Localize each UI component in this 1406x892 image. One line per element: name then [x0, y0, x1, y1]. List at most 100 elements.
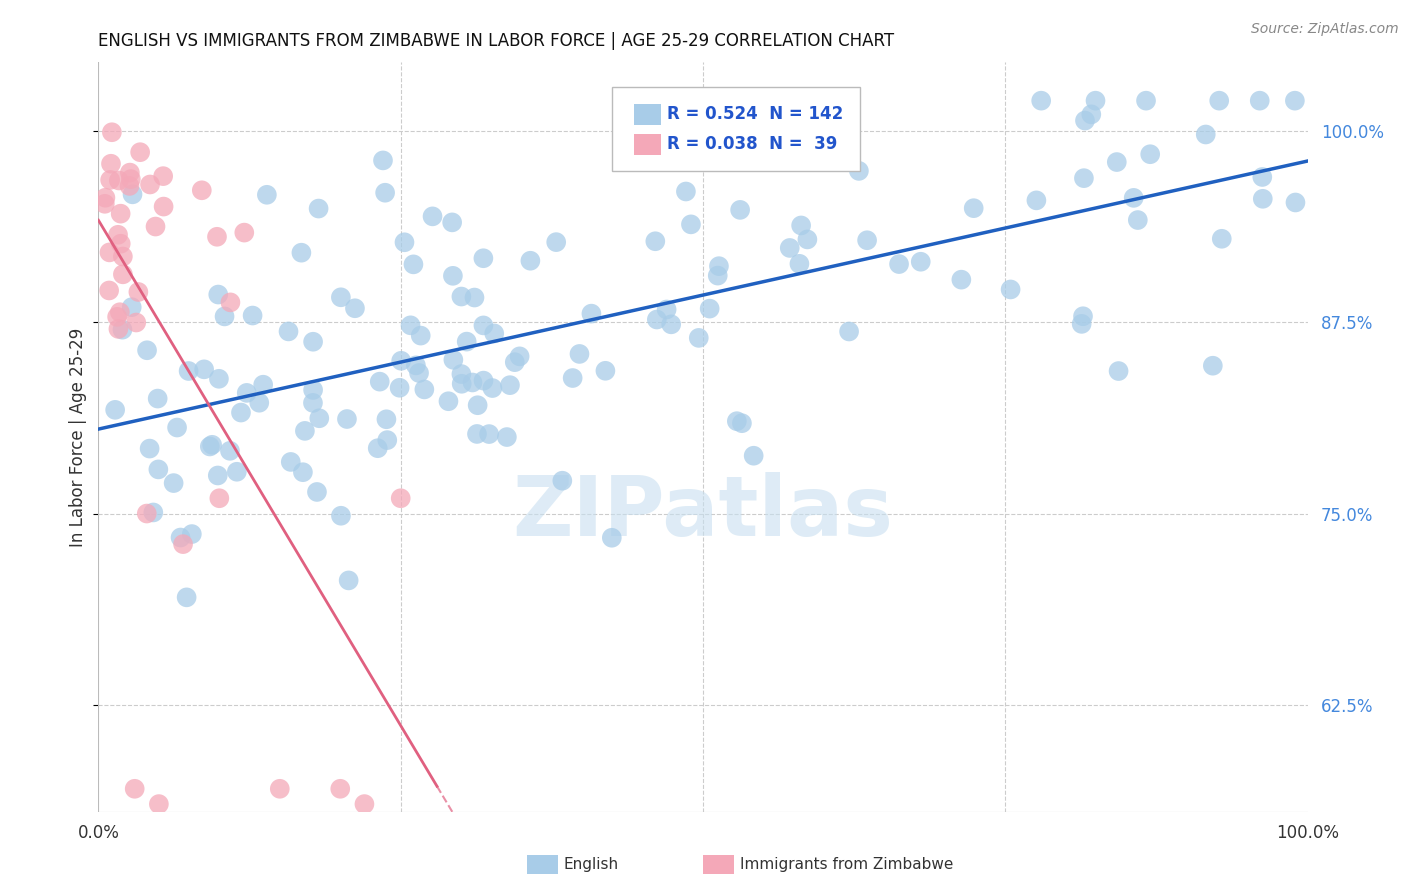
Point — [1195, 128, 1218, 142]
Point — [450, 289, 472, 303]
Point — [269, 781, 291, 796]
Point — [1284, 94, 1306, 108]
Text: R = 0.038  N =  39: R = 0.038 N = 39 — [666, 135, 837, 153]
Point — [330, 508, 353, 523]
Point — [225, 465, 247, 479]
Y-axis label: In Labor Force | Age 25-29: In Labor Force | Age 25-29 — [69, 327, 87, 547]
Point — [1284, 195, 1306, 210]
Point — [252, 377, 274, 392]
Point — [838, 325, 860, 339]
Point — [118, 165, 141, 179]
Point — [111, 323, 134, 337]
Text: Source: ZipAtlas.com: Source: ZipAtlas.com — [1251, 22, 1399, 37]
Point — [336, 412, 359, 426]
Point — [138, 442, 160, 456]
Point — [198, 440, 221, 454]
Point — [568, 347, 591, 361]
Point — [105, 310, 128, 324]
Point — [465, 426, 488, 441]
Point — [193, 362, 215, 376]
Point — [731, 416, 754, 430]
Point — [294, 424, 316, 438]
Point — [308, 202, 330, 216]
Point — [375, 433, 398, 447]
Point — [371, 153, 394, 168]
Text: Immigrants from Zimbabwe: Immigrants from Zimbabwe — [740, 857, 953, 871]
Point — [177, 364, 200, 378]
Point — [98, 284, 121, 298]
Point — [305, 485, 328, 500]
Point — [127, 285, 149, 299]
Point — [1070, 317, 1092, 331]
Point — [375, 412, 398, 426]
Point — [699, 301, 721, 316]
Point — [1251, 169, 1274, 184]
Point — [205, 229, 228, 244]
Point — [247, 395, 270, 409]
Point — [472, 318, 495, 333]
Point — [790, 219, 813, 233]
Point — [152, 169, 174, 183]
Point — [441, 268, 464, 283]
Point — [546, 235, 568, 249]
Point — [408, 366, 430, 380]
Point — [963, 201, 986, 215]
Point — [388, 381, 411, 395]
Point — [180, 527, 202, 541]
Point — [437, 394, 460, 409]
Point — [235, 385, 257, 400]
Point — [581, 307, 603, 321]
Point — [302, 334, 325, 349]
Point — [1249, 94, 1271, 108]
Point — [1084, 94, 1107, 108]
Point — [679, 94, 702, 108]
Point — [111, 250, 134, 264]
Point — [499, 378, 522, 392]
Point — [343, 301, 366, 316]
Point — [290, 245, 312, 260]
Point — [110, 207, 132, 221]
Point — [136, 343, 159, 358]
Point — [1211, 232, 1233, 246]
Point — [1105, 155, 1128, 169]
Point — [389, 491, 412, 506]
Point — [104, 402, 127, 417]
Point — [107, 322, 129, 336]
Text: ENGLISH VS IMMIGRANTS FROM ZIMBABWE IN LABOR FORCE | AGE 25-29 CORRELATION CHART: ENGLISH VS IMMIGRANTS FROM ZIMBABWE IN L… — [98, 32, 894, 50]
Point — [728, 202, 751, 217]
Point — [484, 326, 506, 341]
Point — [94, 191, 117, 205]
Point — [166, 420, 188, 434]
Point — [201, 438, 224, 452]
Point — [337, 574, 360, 588]
Point — [456, 334, 478, 349]
Point — [561, 371, 583, 385]
Point — [207, 468, 229, 483]
Point — [450, 367, 472, 381]
Point — [98, 245, 121, 260]
Point — [242, 309, 264, 323]
Point — [1074, 113, 1097, 128]
Point — [101, 125, 124, 139]
Point — [1208, 94, 1230, 108]
Point — [108, 173, 131, 187]
Point — [1139, 147, 1161, 161]
Point — [208, 491, 231, 506]
Point — [142, 505, 165, 519]
Point — [125, 316, 148, 330]
Point — [644, 234, 666, 248]
Point — [856, 233, 879, 247]
Point — [308, 411, 330, 425]
Point — [789, 257, 811, 271]
Point — [472, 374, 495, 388]
Point — [1108, 364, 1130, 378]
Point — [742, 449, 765, 463]
Point — [1071, 310, 1094, 324]
Point — [329, 290, 352, 304]
Point — [509, 349, 531, 363]
Text: ZIPatlas: ZIPatlas — [513, 472, 893, 552]
Point — [100, 157, 122, 171]
Point — [124, 781, 146, 796]
Point — [725, 414, 748, 428]
Point — [256, 187, 278, 202]
